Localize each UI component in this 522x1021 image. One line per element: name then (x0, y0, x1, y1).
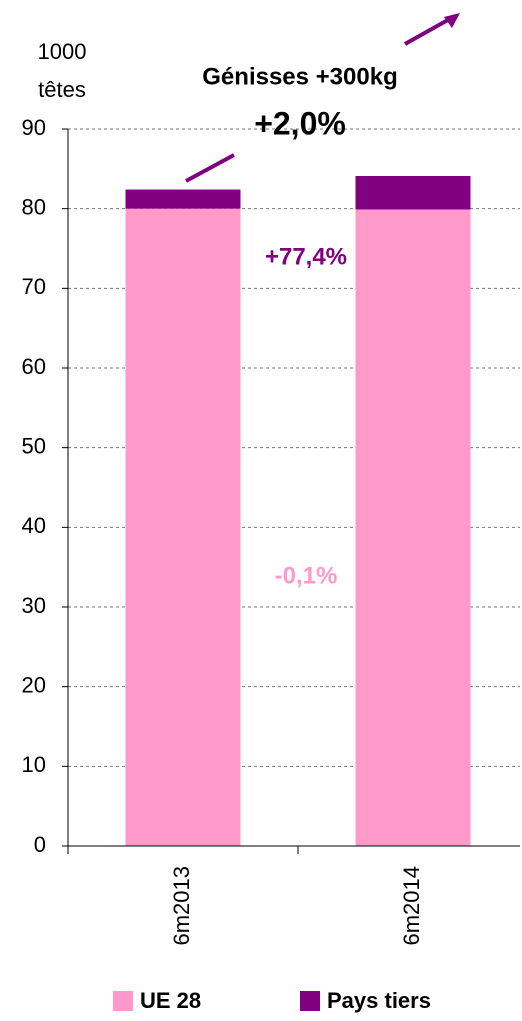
x-tick-label: 6m2013 (169, 866, 194, 946)
annotation: +77,4% (265, 243, 347, 270)
bar-segment (355, 176, 471, 210)
y-axis-label: 1000 (38, 39, 87, 64)
y-tick-label: 60 (22, 354, 46, 379)
y-tick-label: 40 (22, 513, 46, 538)
bar-segment (355, 209, 471, 847)
annotation: +2,0% (254, 105, 346, 141)
legend-label: UE 28 (140, 988, 201, 1013)
legend-swatch (113, 991, 133, 1011)
bar-segment (125, 208, 241, 846)
legend-label: Pays tiers (327, 988, 431, 1013)
legend-swatch (300, 991, 320, 1011)
y-axis-label: têtes (38, 77, 86, 102)
y-tick-label: 80 (22, 194, 46, 219)
y-tick-label: 70 (22, 274, 46, 299)
arrow-head (444, 13, 460, 28)
y-tick-label: 30 (22, 593, 46, 618)
y-tick-label: 50 (22, 433, 46, 458)
arrow (185, 153, 235, 183)
y-tick-label: 0 (34, 832, 46, 857)
x-tick-label: 6m2014 (399, 866, 424, 946)
chart-title: Génisses +300kg (202, 63, 397, 90)
y-tick-label: 10 (22, 752, 46, 777)
y-tick-label: 90 (22, 115, 46, 140)
annotation: -0,1% (275, 562, 338, 589)
y-tick-label: 20 (22, 672, 46, 697)
arrow (404, 14, 456, 46)
bar-segment (125, 189, 241, 209)
